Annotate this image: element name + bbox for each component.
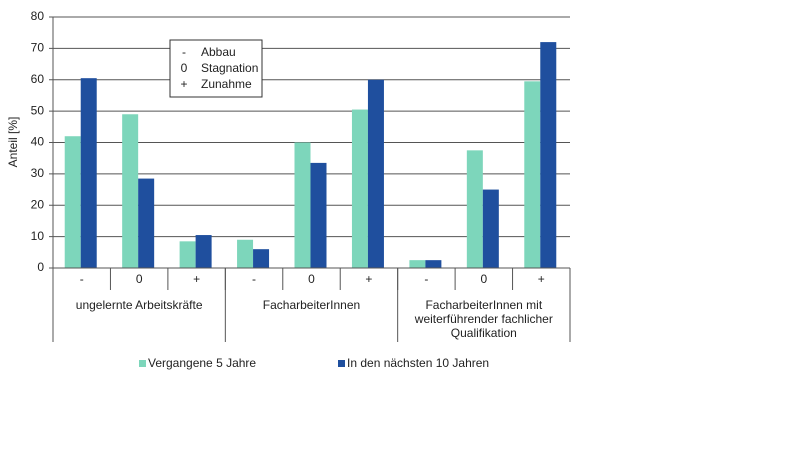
bar xyxy=(64,136,81,268)
bar xyxy=(138,178,155,268)
y-tick-label: 80 xyxy=(31,9,45,23)
group-label: FacharbeiterInnen xyxy=(262,298,361,312)
bar xyxy=(425,260,442,268)
y-tick-label: 50 xyxy=(31,103,45,117)
x-tick-label: - xyxy=(252,272,256,286)
annotation-label: Stagnation xyxy=(201,61,258,75)
annotation-label: Abbau xyxy=(201,45,236,59)
y-tick-label: 20 xyxy=(31,197,45,211)
y-axis-title: Anteil [%] xyxy=(6,117,20,168)
annotation-box xyxy=(169,39,263,98)
y-tick-label: 70 xyxy=(31,41,45,55)
bar xyxy=(367,79,384,268)
x-tick-label: + xyxy=(193,272,200,286)
group-label: FacharbeiterInnen mit weiterführender fa… xyxy=(414,298,553,340)
y-tick-label: 10 xyxy=(31,229,45,243)
x-tick-label: - xyxy=(80,272,84,286)
bar xyxy=(540,42,557,268)
y-tick-label: 0 xyxy=(37,260,44,274)
x-tick-label: + xyxy=(365,272,372,286)
annotation-symbol: + xyxy=(180,77,187,91)
bar xyxy=(310,162,327,268)
bar xyxy=(294,142,311,268)
x-tick-label: 0 xyxy=(480,272,487,286)
annotation-symbol: - xyxy=(182,45,186,59)
x-tick-label: + xyxy=(538,272,545,286)
y-tick-label: 40 xyxy=(31,135,45,149)
bar xyxy=(179,241,196,268)
bar xyxy=(482,189,499,268)
bar xyxy=(524,81,541,268)
bar xyxy=(409,260,426,268)
group-label: ungelernte Arbeitskräfte xyxy=(75,298,203,312)
legend-label: In den nächsten 10 Jahren xyxy=(347,356,489,370)
legend-label: Vergangene 5 Jahre xyxy=(148,356,256,370)
bar xyxy=(253,249,270,268)
bar xyxy=(80,78,97,269)
y-tick-label: 60 xyxy=(31,72,45,86)
x-tick-label: 0 xyxy=(136,272,143,286)
bar xyxy=(195,235,212,268)
y-tick-label: 30 xyxy=(31,166,45,180)
legend-swatch xyxy=(139,360,146,367)
x-tick-label: 0 xyxy=(308,272,315,286)
annotation-symbol: 0 xyxy=(181,61,188,75)
bar xyxy=(351,109,368,269)
x-tick-label: - xyxy=(424,272,428,286)
bar xyxy=(122,114,139,268)
bar xyxy=(237,239,254,268)
annotation-label: Zunahme xyxy=(201,77,252,91)
legend-swatch xyxy=(338,360,345,367)
bar xyxy=(466,150,483,268)
